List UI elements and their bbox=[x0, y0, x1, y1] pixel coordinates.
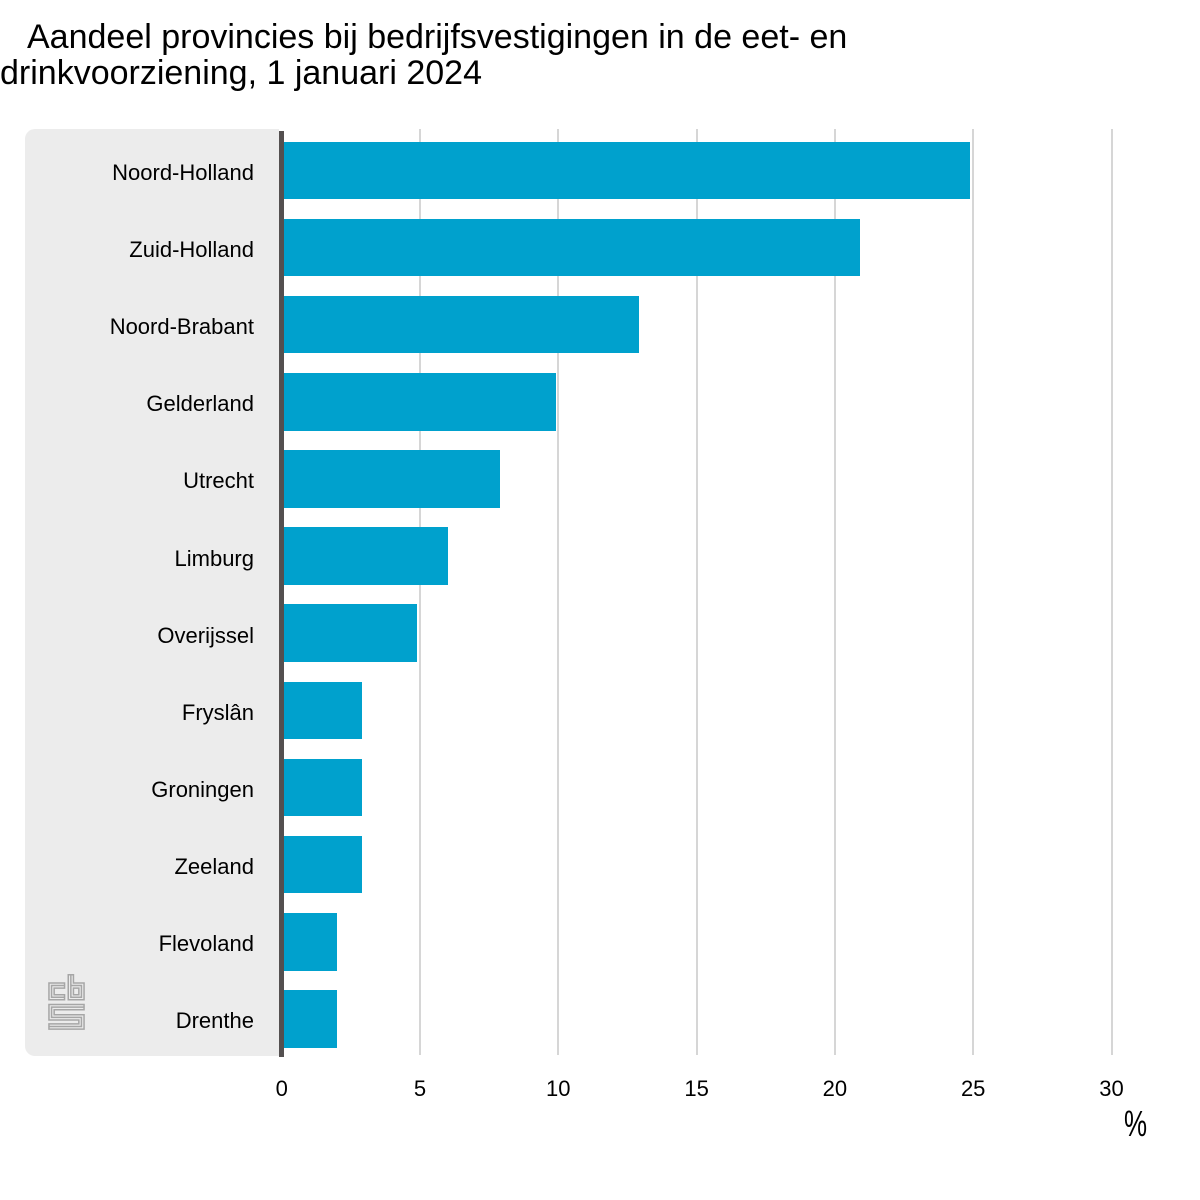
category-label-Fryslân: Fryslân bbox=[181, 699, 254, 725]
category-label-Limburg: Limburg bbox=[174, 545, 254, 571]
bar-Zeeland bbox=[281, 835, 362, 894]
gridline-10 bbox=[557, 128, 560, 1055]
category-label-Noord-Brabant: Noord-Brabant bbox=[109, 314, 254, 340]
bar-Gelderland bbox=[281, 373, 556, 431]
bar-Drenthe bbox=[281, 990, 337, 1048]
cbs-logo-glyphs bbox=[47, 974, 85, 1030]
gridline-15 bbox=[695, 128, 698, 1055]
category-label-Utrecht: Utrecht bbox=[183, 468, 254, 494]
x-tick-label-15: 15 bbox=[684, 1075, 709, 1101]
bar-Flevoland bbox=[281, 913, 337, 971]
category-label-Gelderland: Gelderland bbox=[146, 391, 254, 417]
category-label-Zeeland: Zeeland bbox=[174, 854, 254, 880]
x-tick-label-10: 10 bbox=[546, 1075, 571, 1101]
bar-Groningen bbox=[281, 758, 362, 817]
gridline-25 bbox=[972, 128, 975, 1055]
chart-title-line1: Aandeel provincies bij bedrijfsvestiging… bbox=[27, 17, 848, 56]
category-label-Flevoland: Flevoland bbox=[158, 931, 254, 957]
bar-Zuid-Holland bbox=[281, 218, 860, 277]
x-tick-label-0: 0 bbox=[275, 1075, 288, 1101]
cbs-logo bbox=[47, 974, 85, 1030]
chart-title-line2: drinkvoorziening, 1 januari 2024 bbox=[0, 54, 482, 93]
gridline-5 bbox=[419, 128, 421, 1055]
gridline-20 bbox=[833, 128, 836, 1055]
category-label-Groningen: Groningen bbox=[151, 776, 254, 802]
y-axis-line bbox=[279, 131, 284, 1057]
bar-Overijssel bbox=[281, 604, 418, 662]
category-label-Drenthe: Drenthe bbox=[175, 1008, 254, 1034]
category-panel bbox=[25, 128, 280, 1056]
bar-Noord-Brabant bbox=[281, 295, 639, 354]
category-label-Zuid-Holland: Zuid-Holland bbox=[129, 236, 254, 262]
category-label-Noord-Holland: Noord-Holland bbox=[112, 159, 254, 185]
bar-Noord-Holland bbox=[281, 141, 971, 200]
bar-Utrecht bbox=[281, 450, 501, 508]
x-tick-label-20: 20 bbox=[822, 1075, 848, 1101]
bar-Fryslân bbox=[281, 681, 362, 740]
bar-Limburg bbox=[281, 527, 448, 585]
x-tick-label-25: 25 bbox=[960, 1075, 986, 1101]
gridline-30 bbox=[1110, 128, 1113, 1055]
x-axis-unit-label: % bbox=[1123, 1102, 1147, 1144]
chart-title: Aandeel provincies bij bedrijfsvestiging… bbox=[0, 17, 880, 93]
x-tick-label-5: 5 bbox=[413, 1075, 427, 1101]
x-tick-label-30: 30 bbox=[1099, 1075, 1124, 1101]
category-label-Overijssel: Overijssel bbox=[157, 622, 254, 648]
